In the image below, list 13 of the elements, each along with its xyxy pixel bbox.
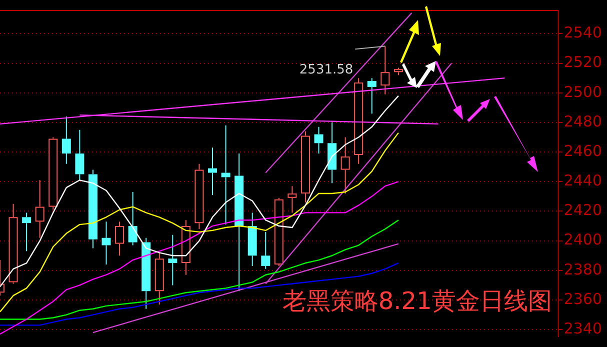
y-tick-label: 2500 (564, 82, 602, 101)
y-tick-label: 2440 (564, 172, 602, 190)
y-tick-label: 2540 (564, 24, 602, 42)
y-tick-label: 2460 (564, 142, 602, 160)
y-tick-label: 2340 (564, 319, 602, 338)
y-tick-label: 2520 (564, 53, 602, 72)
text: 老黑策略8.21黄金日线图 (282, 287, 552, 316)
annotation: 2531.58 (299, 62, 354, 78)
y-tick-label: 2480 (564, 112, 602, 130)
y-tick-label: 2420 (564, 201, 602, 220)
y-tick-label: 2360 (564, 290, 602, 308)
y-tick-label: 2400 (564, 230, 602, 249)
y-tick-label: 2380 (564, 260, 602, 278)
